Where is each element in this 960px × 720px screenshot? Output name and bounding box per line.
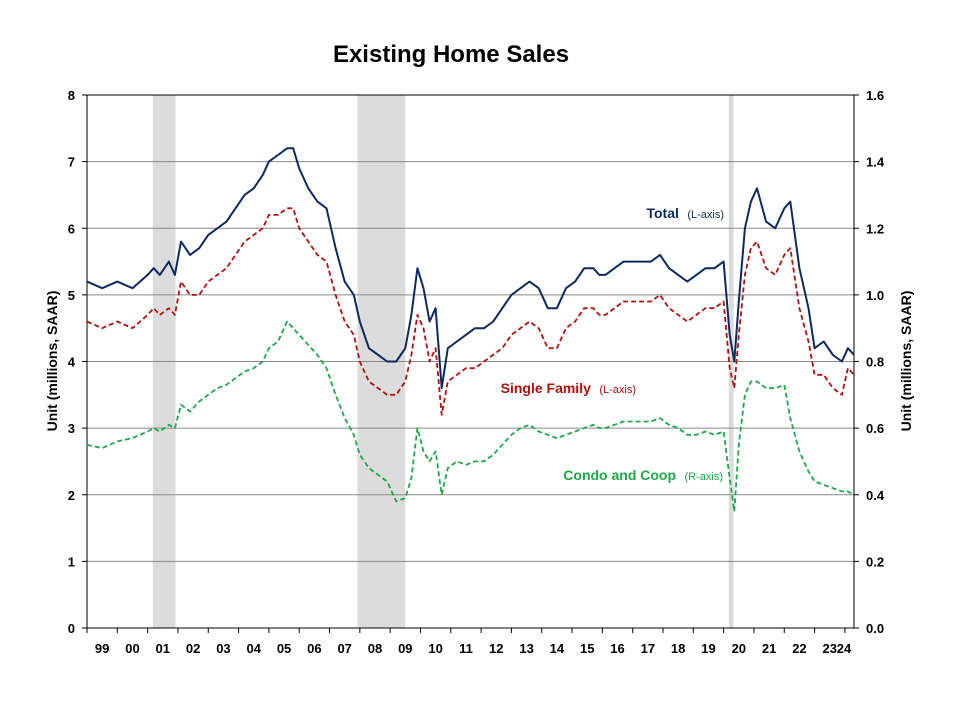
right-tick-label-4: 0.8	[866, 355, 884, 370]
x-tick-label-8: 07	[337, 641, 351, 656]
x-tick-label-11: 10	[428, 641, 442, 656]
x-tick-label-4: 03	[216, 641, 230, 656]
x-tick-label-24: 23	[823, 641, 837, 656]
legend-label-total: Total (L-axis)	[646, 205, 724, 222]
left-tick-label-6: 6	[68, 221, 75, 236]
x-tick-label-1: 00	[125, 641, 139, 656]
x-tick-label-10: 09	[398, 641, 412, 656]
right-tick-label-1: 0.2	[866, 554, 884, 569]
x-tick-label-19: 18	[671, 641, 685, 656]
right-axis-ticks: 0.0 0.2 0.4 0.6 0.8 1.0 1.2 1.4 1.6	[854, 88, 885, 636]
right-tick-label-5: 1.0	[866, 288, 884, 303]
legend-condo-coop-axis-note: (R-axis)	[685, 471, 724, 483]
x-tick-label-14: 13	[519, 641, 533, 656]
x-tick-label-17: 16	[610, 641, 624, 656]
chart-title: Existing Home Sales	[333, 41, 569, 68]
x-tick-label-15: 14	[550, 641, 565, 656]
legend-single-family-axis-note: (L-axis)	[599, 384, 636, 396]
left-tick-label-4: 4	[68, 355, 76, 370]
left-tick-label-2: 2	[68, 488, 75, 503]
x-tick-label-0: 99	[95, 641, 109, 656]
right-tick-label-6: 1.2	[866, 221, 884, 236]
right-tick-label-8: 1.6	[866, 88, 884, 103]
legend-single-family-name: Single Family	[501, 380, 591, 396]
x-tick-label-3: 02	[186, 641, 200, 656]
right-tick-label-2: 0.4	[866, 488, 885, 503]
legend-total-axis-note: (L-axis)	[687, 209, 724, 221]
left-tick-label-8: 8	[68, 88, 75, 103]
legend-label-condo-coop: Condo and Coop (R-axis)	[563, 467, 723, 484]
x-tick-label-21: 20	[732, 641, 746, 656]
right-tick-label-7: 1.4	[866, 155, 885, 170]
x-tick-label-22: 21	[762, 641, 776, 656]
right-tick-label-0: 0.0	[866, 621, 884, 636]
series-line-total	[86, 147, 855, 390]
series-line-condo-and-coop	[86, 320, 855, 513]
x-tick-label-5: 04	[247, 641, 262, 656]
x-tick-label-2: 01	[156, 641, 170, 656]
x-tick-label-16: 15	[580, 641, 594, 656]
x-tick-label-13: 12	[489, 641, 503, 656]
legend-total-name: Total	[646, 205, 678, 221]
right-axis-label: Unit (millions, SAAR)	[898, 291, 914, 432]
series-line-single-family	[86, 207, 855, 416]
left-tick-label-1: 1	[68, 554, 75, 569]
left-tick-label-3: 3	[68, 421, 75, 436]
left-axis-ticks: 0 1 2 3 4 5 6 7 8	[68, 88, 87, 636]
left-tick-label-7: 7	[68, 155, 75, 170]
x-tick-label-7: 06	[307, 641, 321, 656]
x-tick-label-25: 24	[837, 641, 852, 656]
right-tick-label-3: 0.6	[866, 421, 884, 436]
series-layer	[86, 147, 855, 513]
left-tick-label-0: 0	[68, 621, 75, 636]
x-tick-label-12: 11	[459, 641, 473, 656]
gridlines	[87, 161, 854, 562]
x-tick-label-20: 19	[701, 641, 715, 656]
x-tick-label-6: 05	[277, 641, 291, 656]
left-axis-label: Unit (millions, SAAR)	[44, 291, 60, 432]
legend-label-single-family: Single Family (L-axis)	[501, 380, 636, 397]
x-tick-label-23: 22	[792, 641, 806, 656]
x-tick-label-18: 17	[641, 641, 655, 656]
left-tick-label-5: 5	[68, 288, 75, 303]
x-axis-ticks: 99 00 01 02 03 04 05 06 07 08 09 10 11 12 13 14 15 16 17 18…	[86, 628, 852, 656]
legend-condo-coop-name: Condo and Coop	[563, 467, 676, 483]
x-tick-label-9: 08	[368, 641, 382, 656]
